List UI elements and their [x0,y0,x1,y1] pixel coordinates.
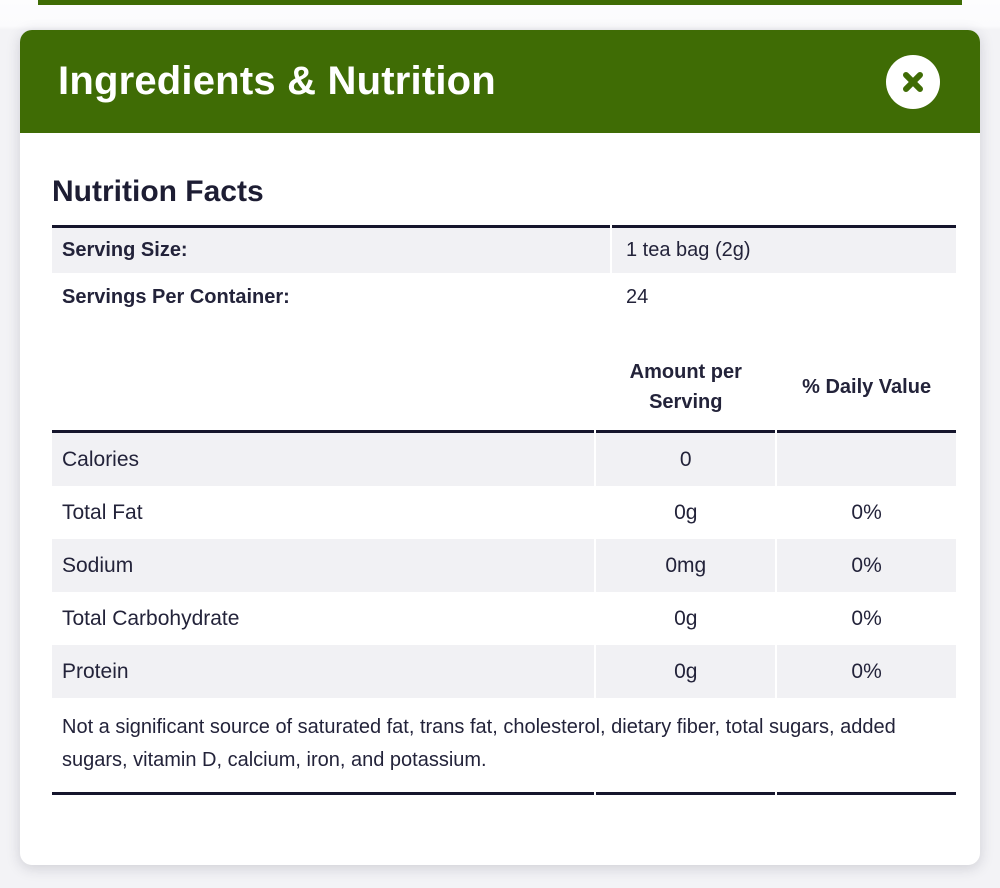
serving-size-value: 1 tea bag (2g) [612,225,956,273]
table-row: Serving Size: 1 tea bag (2g) [52,225,956,273]
servings-per-container-value: 24 [626,285,649,308]
serving-info-table: Serving Size: 1 tea bag (2g) Servings Pe… [50,225,958,321]
nutrition-footnote: Not a significant source of saturated fa… [62,716,896,771]
nutrient-label: Calories [52,433,595,486]
daily-value-header: % Daily Value [777,321,956,433]
nutrient-daily-value: 0% [851,500,882,524]
rule-segment [596,792,776,795]
nutrient-daily-value: 0% [851,606,882,630]
servings-per-container-label: Servings Per Container: [62,285,290,308]
table-row: Total Carbohydrate 0g 0% [52,592,956,645]
modal-header: Ingredients & Nutrition [20,30,980,133]
nutrient-label: Total Fat [62,500,143,524]
table-row: Protein 0g 0% [52,645,956,698]
amount-per-serving-header: Amount per Serving [596,321,776,433]
nutrient-daily-value: 0% [777,645,956,698]
nutrient-label: Protein [52,645,595,698]
table-row: Servings Per Container: 24 [52,273,956,321]
table-header-row: Amount per Serving % Daily Value [52,321,956,433]
nutrient-label: Total Carbohydrate [62,606,240,630]
table-bottom-rule [52,792,956,795]
nutrient-amount: 0g [674,606,698,630]
nutrient-amount: 0mg [596,539,776,592]
modal-title: Ingredients & Nutrition [58,59,496,103]
rule-segment [52,792,595,795]
nutrient-amount: 0 [596,433,776,486]
nutrient-daily-value [777,433,956,486]
close-icon [899,68,927,96]
table-row: Sodium 0mg 0% [52,539,956,592]
ingredients-nutrition-modal: Ingredients & Nutrition Nutrition Facts … [20,30,980,865]
background-card-edge [38,0,962,5]
table-footnote-row: Not a significant source of saturated fa… [52,698,956,792]
nutrient-amount: 0g [674,500,698,524]
modal-body: Nutrition Facts Serving Size: 1 tea bag … [20,175,980,795]
close-button[interactable] [886,54,940,109]
nutrient-column-spacer [52,321,595,433]
nutrition-facts-heading: Nutrition Facts [52,175,264,208]
table-row: Total Fat 0g 0% [52,486,956,539]
nutrient-label: Sodium [52,539,595,592]
serving-size-label: Serving Size: [52,225,610,273]
table-row: Calories 0 [52,433,956,486]
nutrient-amount: 0g [596,645,776,698]
nutrient-daily-value: 0% [777,539,956,592]
rule-segment [777,792,956,795]
nutrition-facts-table: Amount per Serving % Daily Value Calorie… [50,321,958,795]
